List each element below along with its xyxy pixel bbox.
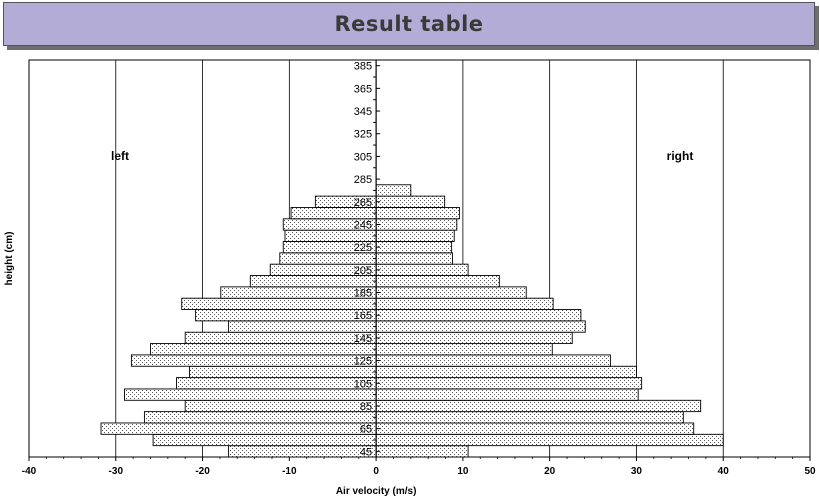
y-tick-label: 305 [354, 151, 372, 163]
bar-right [375, 229, 455, 242]
title-shadow-bottom [7, 46, 819, 50]
bar-left [152, 433, 377, 447]
y-tick-label: 165 [354, 310, 372, 322]
x-tick-label: -10 [282, 466, 297, 477]
bar-right [375, 184, 412, 197]
title-bar: Result table [3, 2, 815, 46]
bar-right [375, 286, 527, 299]
bar-right [375, 388, 639, 401]
y-tick-label: 225 [354, 242, 372, 254]
right-annotation: right [667, 149, 694, 163]
y-tick-label: 245 [354, 219, 372, 231]
y-tick-label: 365 [354, 83, 372, 95]
bar-left [290, 207, 377, 220]
bar-left [284, 229, 377, 242]
bar-right [375, 365, 637, 379]
x-tick-label: 20 [544, 466, 556, 477]
bar-left [176, 377, 377, 390]
bar-right [375, 195, 446, 208]
x-tick-label: -40 [22, 466, 37, 477]
bar-left [130, 354, 377, 367]
y-axis-title: height (cm) [4, 232, 15, 286]
bar-right [375, 411, 684, 424]
x-tick-label: -20 [195, 466, 210, 477]
y-tick-label: 345 [354, 106, 372, 118]
bar-right [375, 331, 573, 345]
bar-right [375, 263, 469, 276]
x-axis-title: Air velocity (m/s) [336, 486, 417, 497]
bar-right [375, 354, 611, 367]
x-tick-label: 30 [631, 466, 643, 477]
y-tick-label: 285 [354, 174, 372, 186]
bar-left [100, 422, 377, 435]
y-tick-label: 45 [360, 446, 372, 458]
bar-right [375, 320, 586, 333]
bar-left [189, 365, 377, 379]
y-tick-label: 265 [354, 197, 372, 209]
left-annotation: left [111, 149, 129, 163]
bar-right [375, 297, 554, 310]
y-tick-label: 105 [354, 378, 372, 390]
bar-left [279, 252, 377, 265]
bar-left [249, 275, 377, 288]
bar-right [375, 218, 458, 231]
x-tick-label: 50 [804, 466, 816, 477]
page-title: Result table [334, 12, 484, 36]
y-tick-label: 325 [354, 129, 372, 141]
bar-left [228, 320, 377, 333]
bar-right [375, 207, 460, 220]
bar-left [184, 399, 377, 413]
y-tick-label: 145 [354, 333, 372, 345]
x-tick-label: 0 [373, 466, 379, 477]
bar-left [150, 343, 377, 356]
bar-left [184, 331, 377, 345]
y-tick-label: 205 [354, 265, 372, 277]
bar-right [375, 377, 643, 390]
y-tick-label: 125 [354, 356, 372, 368]
bar-left [195, 309, 377, 322]
bar-right [375, 275, 500, 288]
bar-left [124, 388, 377, 401]
bar-left [228, 445, 377, 458]
x-tick-label: 10 [457, 466, 469, 477]
y-tick-label: 185 [354, 288, 372, 300]
bar-right [375, 343, 553, 356]
bar-right [375, 422, 695, 435]
bar-right [375, 445, 469, 458]
bar-right [375, 309, 582, 322]
bar-right [375, 433, 724, 447]
y-tick-label: 85 [360, 401, 372, 413]
bar-right [375, 399, 702, 413]
bar-left [181, 297, 377, 310]
title-shadow-right [815, 6, 819, 50]
bar-right [375, 241, 453, 254]
y-tick-label: 385 [354, 61, 372, 73]
y-tick-label: 65 [360, 424, 372, 436]
x-tick-label: -30 [109, 466, 124, 477]
x-tick-label: 40 [718, 466, 730, 477]
bar-right [375, 252, 453, 265]
bar-left [143, 411, 377, 424]
